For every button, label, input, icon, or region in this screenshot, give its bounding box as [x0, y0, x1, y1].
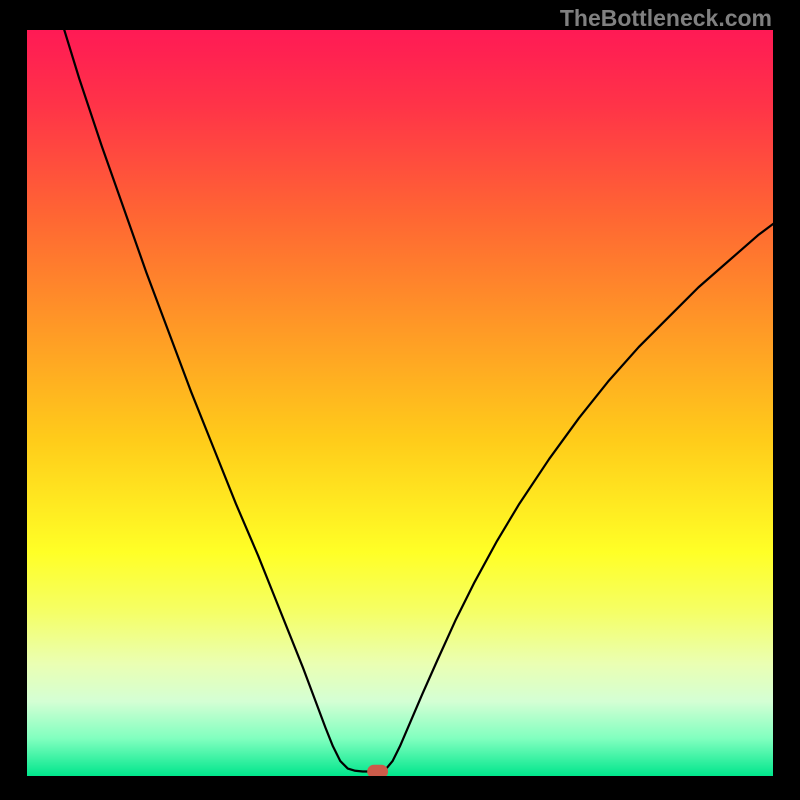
optimum-marker [367, 765, 388, 776]
watermark-text: TheBottleneck.com [560, 5, 772, 32]
chart-svg [27, 30, 773, 776]
gradient-background [27, 30, 773, 776]
plot-area [27, 30, 773, 776]
chart-container: TheBottleneck.com [0, 0, 800, 800]
